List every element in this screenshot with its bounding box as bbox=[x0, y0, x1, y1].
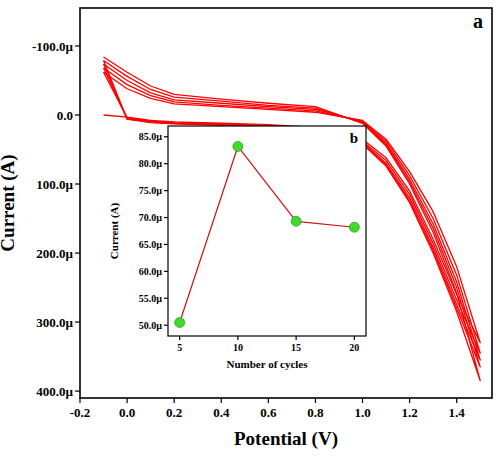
marker bbox=[175, 318, 185, 328]
y-tick-label: 300.0µ bbox=[36, 315, 73, 330]
y-tick bbox=[75, 390, 80, 391]
y-tick-label: 100.0µ bbox=[36, 177, 73, 192]
y-tick-label: 55.0µ bbox=[139, 293, 163, 304]
x-axis-label: Potential (V) bbox=[234, 428, 338, 450]
x-tick-label: 1.2 bbox=[401, 405, 417, 420]
y-tick bbox=[164, 136, 168, 137]
x-tick bbox=[174, 398, 175, 403]
marker bbox=[291, 216, 301, 226]
x-tick-label: 5 bbox=[177, 342, 182, 353]
x-tick bbox=[221, 398, 222, 403]
x-tick-label: 0.2 bbox=[166, 405, 182, 420]
y-tick bbox=[75, 252, 80, 253]
x-axis-label: Number of cycles bbox=[226, 358, 308, 370]
x-tick bbox=[409, 398, 410, 403]
y-tick bbox=[75, 321, 80, 322]
x-tick-label: 1.0 bbox=[354, 405, 370, 420]
panel-1: 5 10 15 20 50.0µ 55.0µ 60.0µ 65.0µ 70.0µ 75.0µ 80.… bbox=[108, 126, 366, 370]
y-tick bbox=[164, 244, 168, 245]
y-tick bbox=[164, 163, 168, 164]
x-tick-label: -0.2 bbox=[70, 405, 91, 420]
y-tick bbox=[164, 217, 168, 218]
x-tick bbox=[354, 336, 355, 340]
panel-0: -0.2 0.0 0.2 0.4 0.6 0.8 1.0 1.2 1.4 -100.0µ 0.0 10… bbox=[0, 8, 492, 450]
x-tick bbox=[296, 336, 297, 340]
x-tick bbox=[362, 398, 363, 403]
plot-frame bbox=[80, 8, 492, 398]
y-tick-label: 75.0µ bbox=[139, 185, 163, 196]
plot-background bbox=[168, 126, 366, 336]
x-tick bbox=[456, 398, 457, 403]
y-tick-label: 70.0µ bbox=[139, 212, 163, 223]
x-tick-label: 10 bbox=[233, 342, 243, 353]
y-tick bbox=[75, 45, 80, 46]
y-tick bbox=[164, 271, 168, 272]
y-axis-label: Current (A) bbox=[108, 203, 121, 260]
y-tick bbox=[164, 190, 168, 191]
marker bbox=[233, 141, 243, 151]
y-tick-label: 60.0µ bbox=[139, 266, 163, 277]
y-tick-label: 85.0µ bbox=[139, 131, 163, 142]
x-tick-label: 20 bbox=[349, 342, 359, 353]
y-tick bbox=[75, 183, 80, 184]
y-tick-label: -100.0µ bbox=[32, 39, 74, 54]
x-tick bbox=[79, 398, 80, 403]
x-tick-label: 0.4 bbox=[213, 405, 230, 420]
panel-label: b bbox=[350, 130, 358, 146]
x-tick bbox=[237, 336, 238, 340]
x-tick-label: 0.6 bbox=[260, 405, 277, 420]
x-tick-label: 0.0 bbox=[119, 405, 135, 420]
y-tick-label: 400.0µ bbox=[36, 384, 73, 399]
y-tick-label: 65.0µ bbox=[139, 239, 163, 250]
x-tick bbox=[179, 336, 180, 340]
y-tick bbox=[164, 298, 168, 299]
y-tick-label: 200.0µ bbox=[36, 246, 73, 261]
chart: -0.2 0.0 0.2 0.4 0.6 0.8 1.0 1.2 1.4 -100.0µ 0.0 10… bbox=[0, 0, 500, 459]
plot-frame bbox=[168, 126, 366, 336]
x-tick-label: 15 bbox=[291, 342, 301, 353]
y-tick-label: 80.0µ bbox=[139, 158, 163, 169]
x-tick bbox=[315, 398, 316, 403]
x-tick-label: 1.4 bbox=[449, 405, 466, 420]
series-line bbox=[180, 146, 355, 322]
series-line bbox=[104, 57, 481, 381]
x-tick bbox=[126, 398, 127, 403]
x-tick bbox=[268, 398, 269, 403]
data-group bbox=[175, 141, 360, 327]
data-group bbox=[104, 57, 481, 381]
marker bbox=[349, 222, 359, 232]
panel-label: a bbox=[473, 10, 483, 32]
y-tick-label: 0.0 bbox=[57, 108, 73, 123]
y-tick bbox=[164, 325, 168, 326]
y-tick bbox=[75, 114, 80, 115]
y-tick-label: 50.0µ bbox=[139, 320, 163, 331]
x-tick-label: 0.8 bbox=[307, 405, 324, 420]
y-axis-label: Current (A) bbox=[0, 154, 19, 251]
